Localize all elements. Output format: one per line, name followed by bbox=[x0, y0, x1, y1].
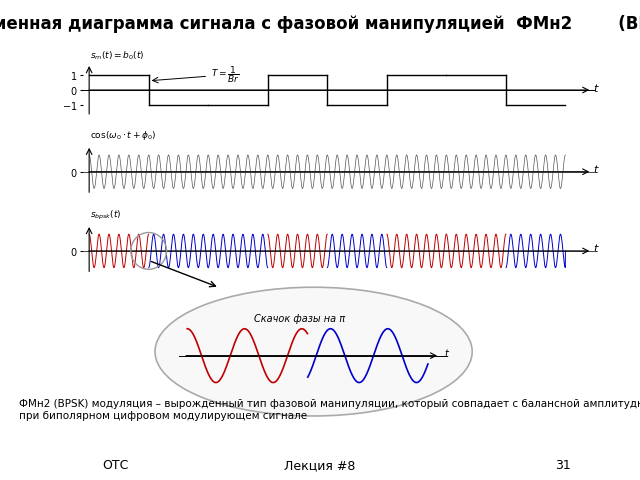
Text: $t$: $t$ bbox=[593, 242, 600, 254]
Text: $t$: $t$ bbox=[593, 82, 600, 94]
Text: $t$: $t$ bbox=[444, 347, 450, 359]
Text: 31: 31 bbox=[556, 459, 571, 472]
Text: Скачок фазы на π: Скачок фазы на π bbox=[254, 314, 345, 324]
Text: $T=\dfrac{1}{Br}$: $T=\dfrac{1}{Br}$ bbox=[211, 64, 240, 85]
Text: ОТС: ОТС bbox=[102, 459, 129, 472]
Text: Лекция #8: Лекция #8 bbox=[284, 459, 356, 472]
Text: $t$: $t$ bbox=[593, 163, 600, 175]
Text: $s_m(t)=b_0(t)$: $s_m(t)=b_0(t)$ bbox=[90, 49, 145, 61]
Text: Временная диаграмма сигнала с фазовой манипуляцией  ФМн2        (BPSK): Временная диаграмма сигнала с фазовой ма… bbox=[0, 15, 640, 34]
Text: ФМн2 (BPSK) модуляция – вырожденный тип фазовой манипуляции, который совпадает с: ФМн2 (BPSK) модуляция – вырожденный тип … bbox=[19, 399, 640, 421]
Text: $\cos(\omega_0\cdot t+\phi_0)$: $\cos(\omega_0\cdot t+\phi_0)$ bbox=[90, 130, 157, 143]
Text: $s_{bpsk}(t)$: $s_{bpsk}(t)$ bbox=[90, 208, 122, 222]
